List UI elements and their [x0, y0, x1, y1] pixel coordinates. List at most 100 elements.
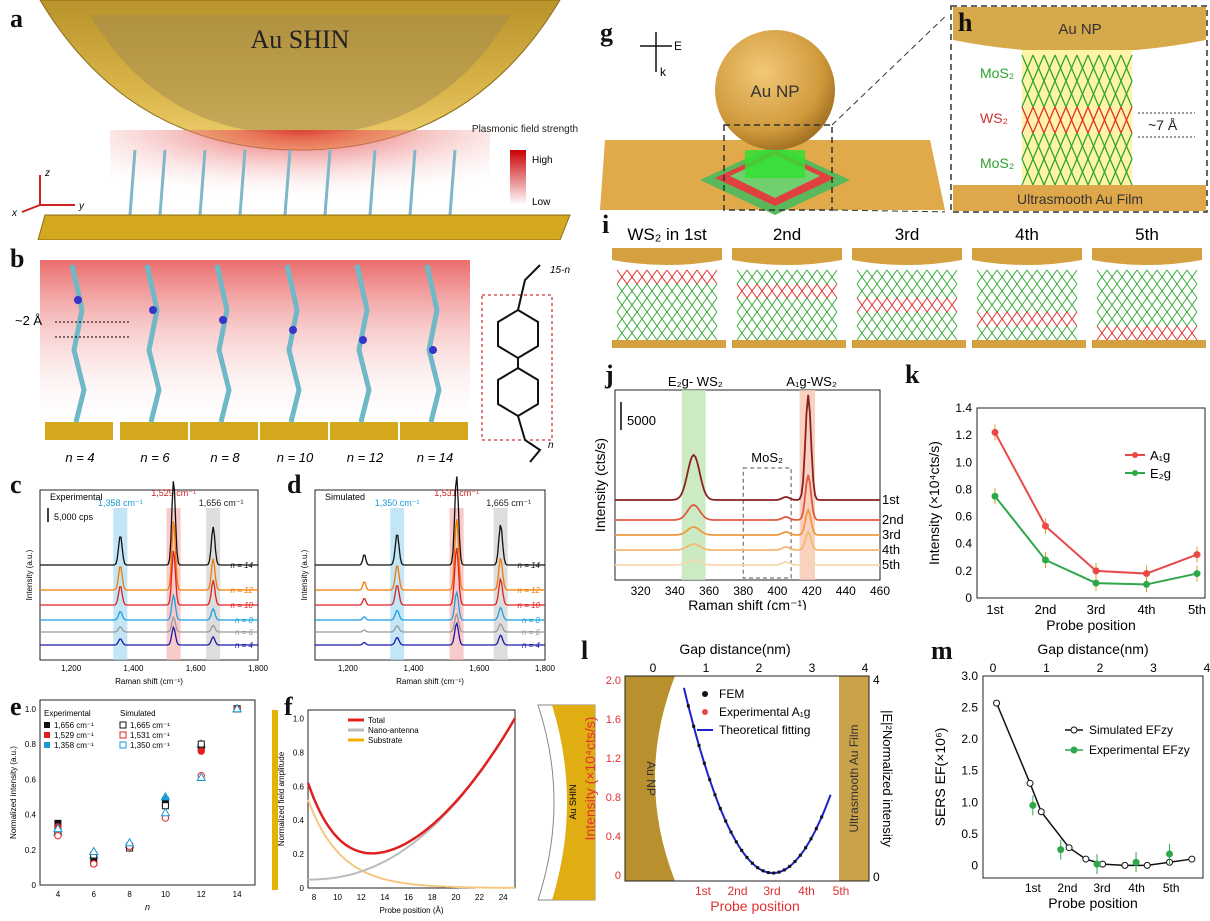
- h-layer-2: WS₂: [980, 110, 1008, 126]
- y-tick: 1.0: [961, 795, 978, 809]
- trace-label: 5th: [882, 557, 900, 572]
- x-tick: 1st: [986, 602, 1004, 617]
- trace-label: n = 4: [235, 641, 254, 650]
- top-tick: 4: [1204, 661, 1210, 675]
- y-tick: 0: [32, 881, 37, 890]
- spectrum-trace: [315, 476, 545, 566]
- trace-label: n = 14: [231, 561, 254, 570]
- panel-e: 0 0.2 0.4 0.6 0.8 1.0 4 6 8 10 12 14 n Normalized int…: [0, 690, 270, 916]
- exp-point: [1166, 850, 1174, 858]
- data-point: [160, 807, 171, 817]
- h-film: Ultrasmooth Au Film: [1017, 191, 1143, 207]
- au-np-sphere: [715, 30, 835, 150]
- spectrum-trace: [40, 481, 258, 566]
- spectrum-trace: [40, 615, 258, 633]
- peak-e-label: E₂g- WS₂: [668, 374, 723, 389]
- legend-item: A₁g: [1150, 448, 1170, 463]
- np-cap: [1092, 248, 1202, 265]
- position-label: 4th: [1015, 225, 1039, 244]
- np-cap: [732, 248, 842, 265]
- data-point: [1042, 556, 1049, 564]
- data-point: [197, 747, 205, 755]
- x-tick: 6: [92, 890, 97, 899]
- sim-point: [993, 699, 1001, 707]
- gap-label-b: ~2 Å: [15, 313, 42, 328]
- x-tick: 10: [161, 890, 170, 899]
- panel-d-figure: 1,350 cm⁻¹ 1,531 cm⁻¹ 1,665 cm⁻¹ Simulated n…: [300, 476, 556, 686]
- spectrum-trace: [615, 549, 880, 566]
- legend-item: 1,665 cm⁻¹: [130, 721, 170, 730]
- legend-item: 1,531 cm⁻¹: [130, 731, 170, 740]
- panel-i: WS₂ in 1st 2nd 3rd 4th 5th i: [600, 210, 1210, 353]
- panel-k-figure: 0 0.2 0.4 0.6 0.8 1.0 1.2 1.4 1st 2nd 3rd 4th 5th Pro…: [926, 401, 1206, 633]
- x-tick: 380: [733, 584, 753, 598]
- data-point: [53, 823, 63, 833]
- substrate-strip: [272, 710, 278, 890]
- panel-label-h: h: [958, 8, 973, 37]
- x-tick: 3rd: [1093, 881, 1110, 895]
- molecule-chain: [354, 264, 372, 423]
- spectrum-trace: [615, 474, 880, 521]
- legend-high: High: [532, 155, 553, 166]
- g-np-label: Au NP: [750, 82, 799, 101]
- x-axis-label: Probe position: [1048, 895, 1138, 911]
- x-tick: 4th: [1128, 881, 1145, 895]
- y-tick: 0: [615, 870, 621, 882]
- top-tick: 4: [862, 661, 869, 675]
- position-label: 2nd: [773, 225, 801, 244]
- top-tick: 1: [1043, 661, 1050, 675]
- trace-label: n = 8: [522, 616, 541, 625]
- y-tick: 1.0: [955, 455, 972, 469]
- n-label: n = 12: [347, 450, 384, 465]
- y-axis-label: Intensity (a.u.): [300, 549, 309, 600]
- panel-label-j: j: [605, 360, 614, 389]
- legend-exp-title: Experimental: [44, 709, 91, 718]
- y-tick: 0: [300, 884, 305, 893]
- x-tick: 10: [333, 893, 342, 902]
- sim-point: [1065, 844, 1073, 852]
- x-tick: 4th: [1137, 602, 1155, 617]
- field-curve: [306, 717, 517, 855]
- y-axis-label: Intensity (cts/s): [592, 438, 608, 532]
- data-point: [991, 428, 999, 436]
- y-tick: 0.4: [25, 811, 37, 820]
- y-tick: 0.4: [606, 831, 621, 843]
- panel-k: 0 0.2 0.4 0.6 0.8 1.0 1.2 1.4 1st 2nd 3rd 4th 5th Pro…: [905, 360, 1210, 635]
- trace-label: 3rd: [882, 527, 901, 542]
- x-tick: 14: [380, 893, 389, 902]
- x-tick: 400: [767, 584, 787, 598]
- axis-y: y: [78, 201, 85, 212]
- n-label: n = 4: [65, 450, 94, 465]
- np-region: [625, 676, 675, 881]
- x-tick: 1,800: [535, 664, 556, 673]
- substrate-block: [45, 422, 113, 440]
- y2-axis-label: |E|²Normalized intensity: [880, 710, 895, 847]
- sim-point: [1082, 855, 1090, 863]
- substrate-block: [330, 422, 398, 440]
- x-axis-label: Probe position: [1046, 617, 1136, 633]
- mos2-label: MoS₂: [751, 450, 783, 465]
- trace-label: 2nd: [882, 512, 904, 527]
- x-tick: 1st: [1025, 881, 1042, 895]
- data-point: [232, 703, 242, 713]
- np-cap: [852, 248, 962, 265]
- field-curve: [308, 717, 516, 881]
- spectrum-trace: [615, 530, 880, 551]
- peak-band: [390, 508, 405, 660]
- x-tick: 1,200: [338, 664, 359, 673]
- y-tick: 0.8: [25, 740, 37, 749]
- panel-h-figure: Au NP MoS₂ WS₂ MoS₂ ~7 Å Ultrasmooth Au …: [950, 5, 1208, 213]
- y-tick: 0.4: [955, 537, 972, 551]
- panel-l: Au NP Ultrasmooth Au Film Gap distance(nm)…: [575, 636, 895, 916]
- panel-l-figure: Au NP Ultrasmooth Au Film Gap distance(nm)…: [582, 641, 895, 914]
- trace-label: n = 4: [522, 641, 541, 650]
- film-strip: [612, 340, 726, 348]
- x-tick: 24: [499, 893, 508, 902]
- spectrum-trace: [315, 547, 545, 606]
- substrate-block: [260, 422, 328, 440]
- data-point: [196, 772, 207, 782]
- y-tick: 0.4: [293, 816, 305, 825]
- x-tick: 5th: [1188, 602, 1206, 617]
- top-axis-label: Gap distance(nm): [679, 641, 790, 657]
